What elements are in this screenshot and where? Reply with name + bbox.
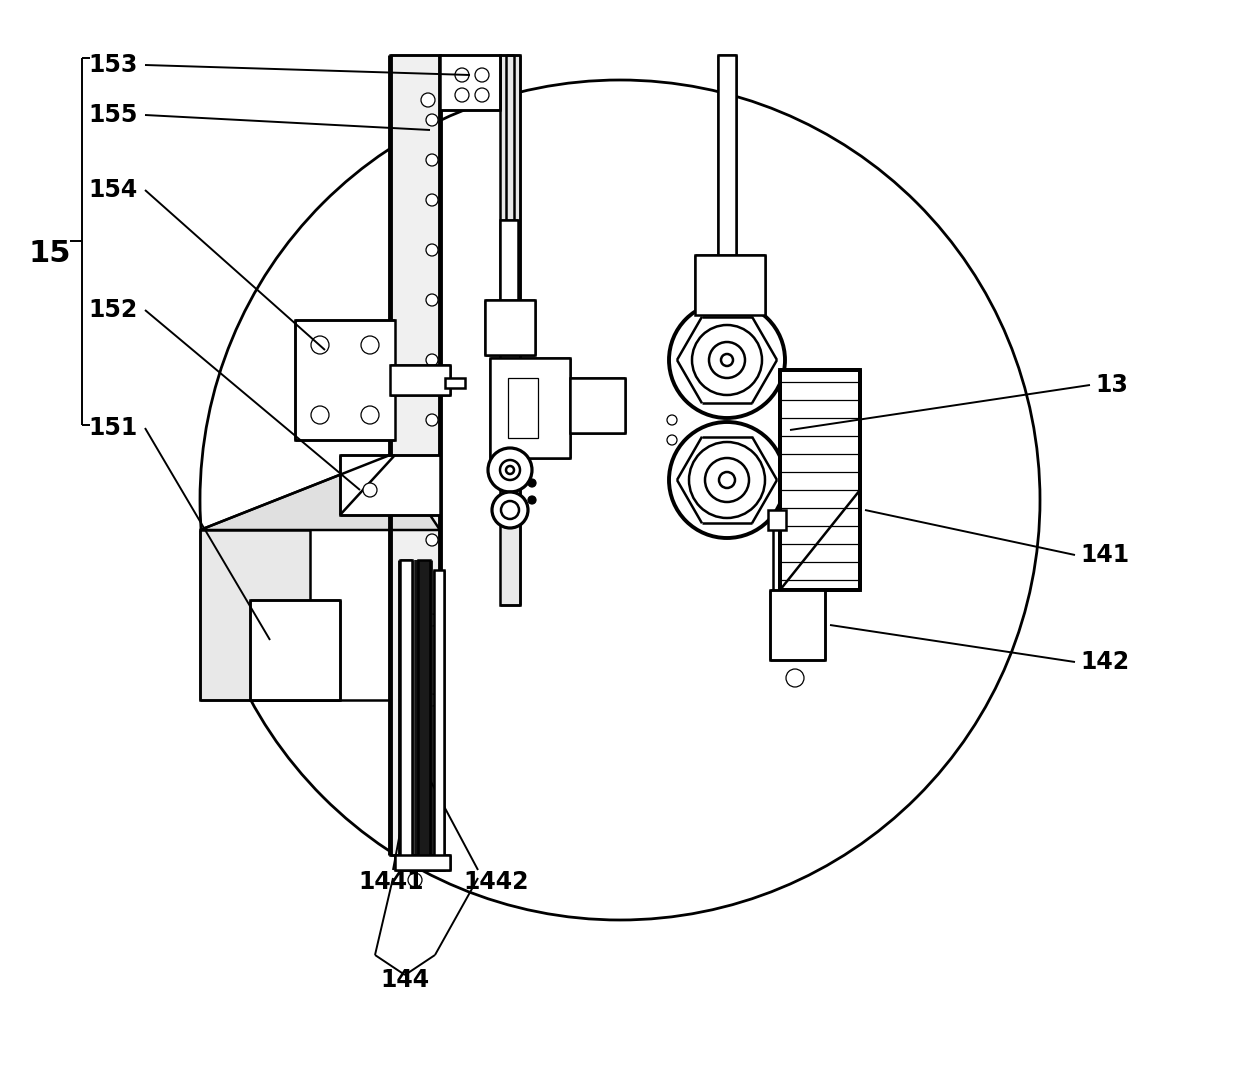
Circle shape <box>427 534 438 546</box>
Bar <box>295 320 396 440</box>
Circle shape <box>427 194 438 206</box>
Bar <box>401 560 412 870</box>
Bar <box>780 370 861 590</box>
Circle shape <box>706 458 749 502</box>
Bar <box>570 378 625 433</box>
Circle shape <box>492 492 528 528</box>
Circle shape <box>670 422 785 538</box>
Circle shape <box>311 406 329 424</box>
Text: 151: 151 <box>88 416 138 440</box>
Text: 142: 142 <box>1080 650 1130 674</box>
Circle shape <box>709 342 745 378</box>
Circle shape <box>670 302 785 417</box>
Bar <box>434 570 444 870</box>
Bar <box>508 378 538 438</box>
Circle shape <box>719 472 735 489</box>
Circle shape <box>720 354 733 366</box>
Bar <box>490 358 570 458</box>
Bar <box>391 365 450 395</box>
Text: 141: 141 <box>1080 543 1130 567</box>
Circle shape <box>786 669 804 686</box>
Circle shape <box>475 88 489 102</box>
Circle shape <box>427 414 438 426</box>
Bar <box>485 300 534 355</box>
Circle shape <box>427 114 438 126</box>
Text: 144: 144 <box>381 968 429 992</box>
Circle shape <box>528 479 536 487</box>
Circle shape <box>361 336 379 354</box>
Circle shape <box>667 435 677 445</box>
Circle shape <box>528 496 536 504</box>
Circle shape <box>455 88 469 102</box>
Circle shape <box>311 336 329 354</box>
Circle shape <box>427 614 438 626</box>
Bar <box>396 855 450 870</box>
Circle shape <box>427 475 438 486</box>
Bar <box>718 55 737 255</box>
Circle shape <box>692 325 763 395</box>
Bar <box>391 55 440 855</box>
Bar <box>694 255 765 315</box>
Circle shape <box>518 415 528 425</box>
Text: 152: 152 <box>88 298 138 322</box>
Text: 153: 153 <box>88 53 138 77</box>
Circle shape <box>516 311 529 325</box>
Circle shape <box>720 268 734 282</box>
Circle shape <box>500 461 520 480</box>
Circle shape <box>361 406 379 424</box>
Circle shape <box>408 873 422 887</box>
Bar <box>250 600 340 700</box>
Text: 1442: 1442 <box>463 870 528 894</box>
Text: 13: 13 <box>1095 373 1128 397</box>
Circle shape <box>475 68 489 82</box>
Circle shape <box>427 294 438 306</box>
Text: 154: 154 <box>88 178 138 202</box>
Circle shape <box>506 466 515 475</box>
Circle shape <box>422 93 435 107</box>
Circle shape <box>496 311 510 325</box>
Circle shape <box>427 354 438 366</box>
Circle shape <box>518 400 528 410</box>
Bar <box>770 590 825 660</box>
Text: 15: 15 <box>29 239 71 268</box>
Bar <box>768 510 786 530</box>
Circle shape <box>501 501 520 519</box>
Bar <box>200 530 310 700</box>
Circle shape <box>427 154 438 166</box>
Circle shape <box>489 448 532 492</box>
Bar <box>418 560 430 870</box>
Circle shape <box>667 415 677 425</box>
Bar <box>340 455 440 515</box>
Bar <box>500 220 518 300</box>
Polygon shape <box>200 455 440 530</box>
Circle shape <box>518 385 528 395</box>
Text: 1441: 1441 <box>358 870 424 894</box>
Bar <box>440 55 500 110</box>
Circle shape <box>427 694 438 706</box>
Bar <box>445 378 465 388</box>
Circle shape <box>363 483 377 497</box>
Circle shape <box>427 244 438 256</box>
Text: 155: 155 <box>88 103 138 127</box>
Bar <box>500 55 520 605</box>
Circle shape <box>200 80 1040 920</box>
Circle shape <box>689 442 765 518</box>
Circle shape <box>455 68 469 82</box>
